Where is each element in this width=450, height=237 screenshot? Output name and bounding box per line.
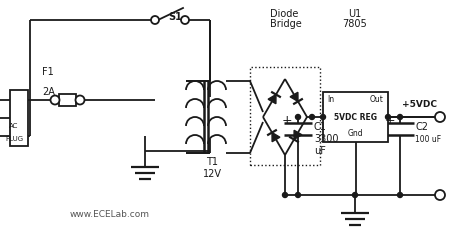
Text: U1: U1: [348, 9, 362, 19]
Text: C1: C1: [314, 122, 327, 132]
Text: Bridge: Bridge: [270, 19, 302, 29]
Text: +5VDC: +5VDC: [402, 100, 437, 109]
FancyBboxPatch shape: [323, 92, 388, 142]
Circle shape: [50, 96, 59, 105]
Circle shape: [435, 190, 445, 200]
Text: PLUG: PLUG: [5, 136, 23, 142]
Text: In: In: [327, 95, 334, 104]
Text: +: +: [385, 114, 396, 127]
Polygon shape: [290, 92, 298, 101]
Text: 12V: 12V: [202, 169, 221, 179]
Text: AC: AC: [9, 123, 19, 129]
Polygon shape: [272, 132, 280, 142]
Polygon shape: [294, 130, 302, 139]
Text: T1: T1: [206, 157, 218, 167]
Circle shape: [296, 192, 301, 197]
Text: 100 uF: 100 uF: [415, 135, 441, 143]
Circle shape: [352, 192, 357, 197]
Text: 3300: 3300: [314, 134, 338, 144]
Text: uF: uF: [314, 146, 326, 156]
FancyBboxPatch shape: [10, 90, 28, 146]
Circle shape: [296, 114, 301, 119]
Circle shape: [283, 192, 288, 197]
Text: Out: Out: [370, 95, 384, 104]
Circle shape: [320, 114, 325, 119]
Circle shape: [397, 114, 402, 119]
Text: Gnd: Gnd: [348, 129, 363, 138]
Text: Diode: Diode: [270, 9, 298, 19]
Circle shape: [151, 16, 159, 24]
Text: 5VDC REG: 5VDC REG: [334, 113, 377, 122]
Circle shape: [435, 112, 445, 122]
Circle shape: [310, 114, 315, 119]
Circle shape: [181, 16, 189, 24]
Polygon shape: [268, 95, 276, 104]
Circle shape: [76, 96, 85, 105]
Circle shape: [397, 192, 402, 197]
Text: 2A: 2A: [42, 87, 55, 97]
Text: C2: C2: [415, 122, 428, 132]
Text: www.ECELab.com: www.ECELab.com: [70, 210, 150, 219]
Text: 7805: 7805: [342, 19, 367, 29]
Text: F1: F1: [42, 67, 54, 77]
Text: S1: S1: [168, 12, 182, 22]
Circle shape: [386, 114, 391, 119]
FancyBboxPatch shape: [59, 94, 76, 106]
Text: +: +: [282, 114, 292, 127]
